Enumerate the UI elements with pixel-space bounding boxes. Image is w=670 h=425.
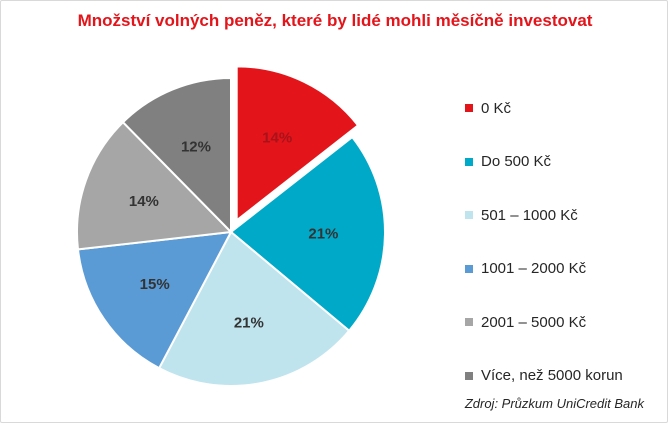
chart-title: Množství volných peněz, které by lidé mo… <box>77 11 593 30</box>
legend-label: 2001 – 5000 Kč <box>481 313 587 331</box>
legend-label: Do 500 Kč <box>481 153 552 170</box>
slice-value-label: 14% <box>262 129 292 146</box>
legend-swatch <box>465 264 473 273</box>
legend-swatch <box>465 211 473 219</box>
pie-slice-2 <box>229 135 386 333</box>
legend-label: 501 – 1000 Kč <box>481 206 578 224</box>
legend-item: Více, než 5000 korun <box>465 366 623 386</box>
legend-item: 1001 – 2000 Kč <box>465 259 586 279</box>
pie-slice-4 <box>76 230 233 370</box>
slice-value-label: 21% <box>234 315 264 332</box>
slice-value-label: 14% <box>129 193 159 210</box>
pie-slice-6 <box>121 76 232 235</box>
legend-swatch <box>465 371 473 380</box>
legend-label: 1001 – 2000 Kč <box>481 260 587 277</box>
legend-swatch <box>465 318 473 326</box>
slice-value-label: 15% <box>140 276 170 293</box>
legend-item: 2001 – 5000 Kč <box>465 312 586 332</box>
pie-slice-3 <box>157 230 351 387</box>
pie-slice-5 <box>76 120 234 251</box>
slice-value-label: 12% <box>181 138 211 155</box>
legend-label: 0 Kč <box>481 99 512 117</box>
legend-item: Do 500 Kč <box>465 152 551 172</box>
legend-swatch <box>465 157 473 166</box>
source-note: Zdroj: Průzkum UniCredit Bank <box>464 396 644 411</box>
legend-label: Více, než 5000 korun <box>481 367 623 384</box>
pie-slice-1 <box>235 65 360 223</box>
legend-swatch <box>465 104 473 112</box>
slice-value-label: 21% <box>308 225 338 242</box>
legend-item: 501 – 1000 Kč <box>465 205 578 225</box>
legend-item: 0 Kč <box>465 98 511 118</box>
